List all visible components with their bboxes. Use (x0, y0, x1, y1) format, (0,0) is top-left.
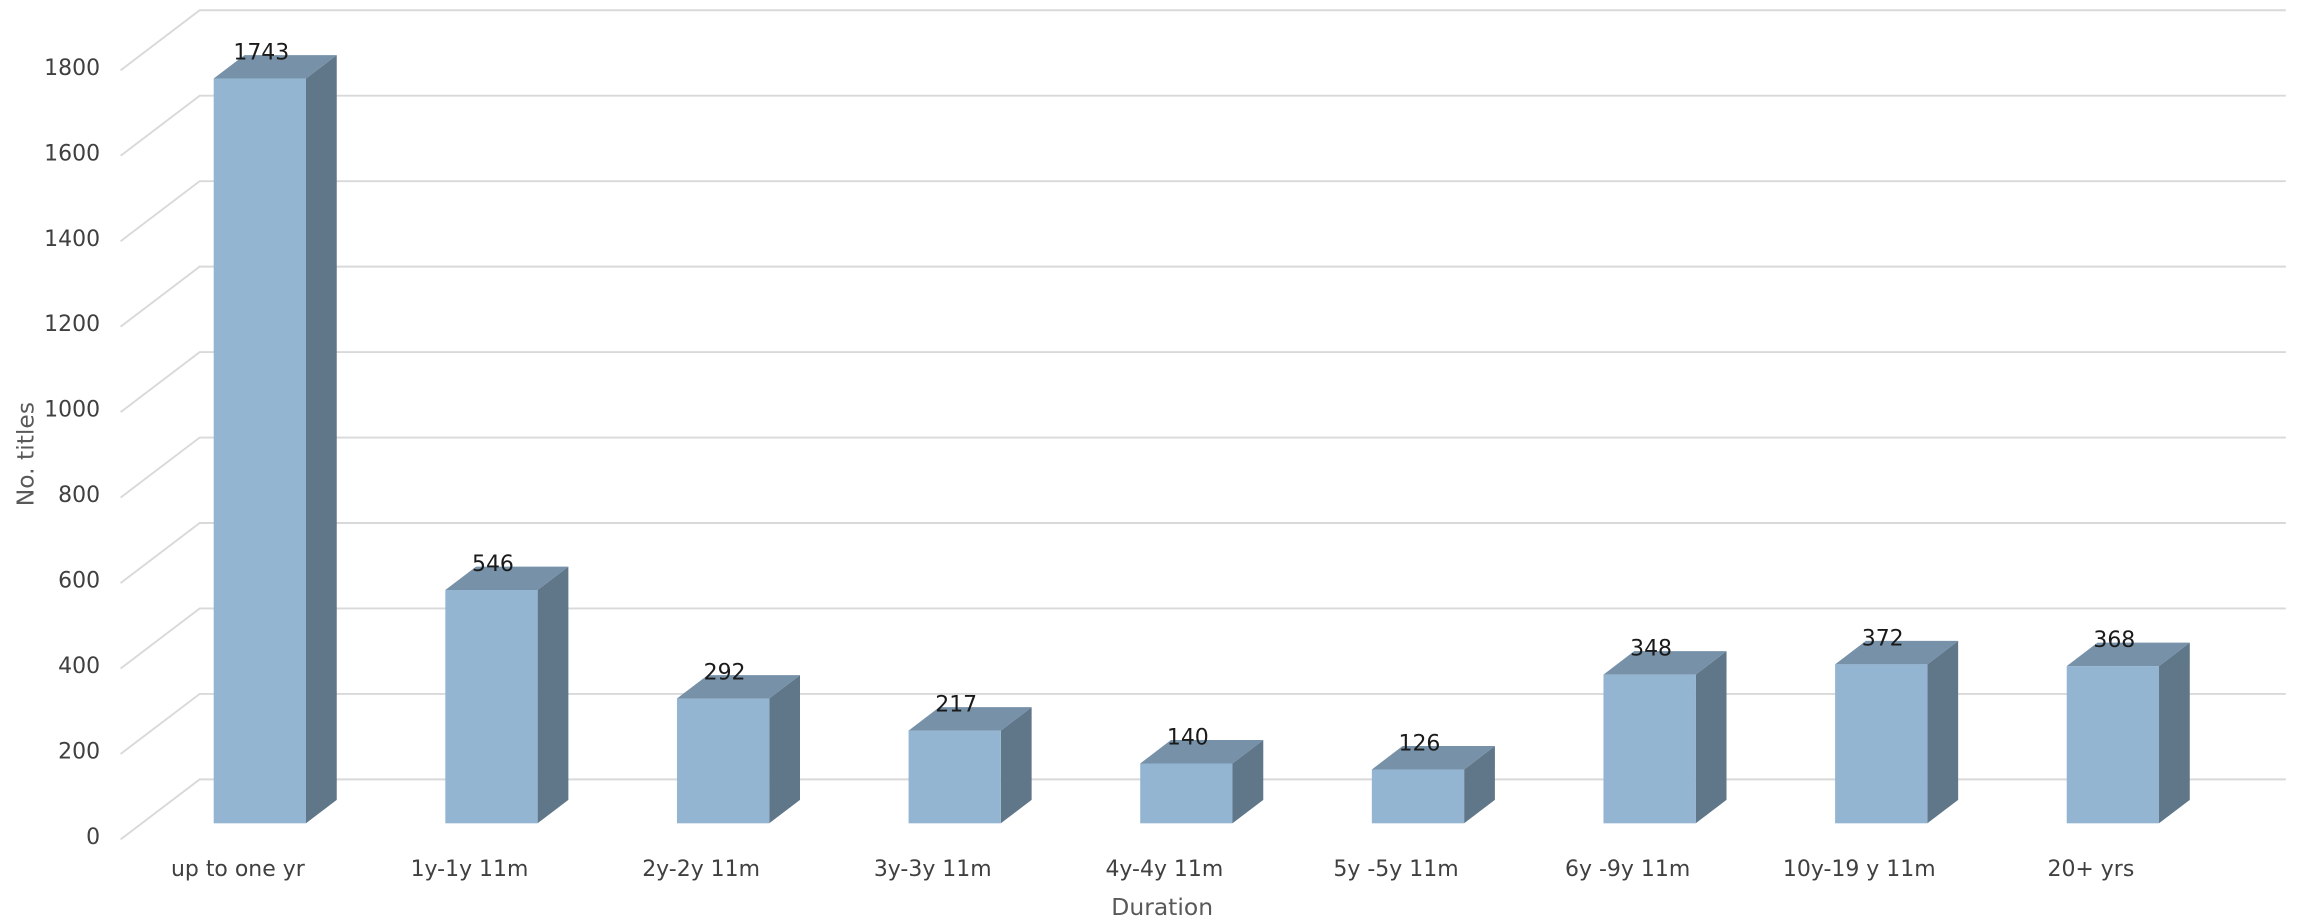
bar (1140, 763, 1233, 824)
data-label: 126 (1398, 732, 1440, 757)
grid-line (120, 778, 2286, 841)
grid-line (120, 607, 2286, 670)
data-label: 217 (935, 693, 977, 718)
data-label: 1743 (233, 41, 289, 66)
x-tick-label: 20+ yrs (2047, 857, 2134, 882)
x-tick-label: 4y-4y 11m (1105, 857, 1223, 882)
bar (1603, 674, 1696, 824)
grid-line (120, 351, 2286, 413)
grid-line (120, 9, 2286, 72)
y-tick-label: 0 (86, 825, 100, 850)
bar (676, 698, 770, 824)
y-tick-label: 600 (58, 569, 100, 594)
grid-line (120, 94, 2286, 157)
x-axis-title: Duration (1111, 893, 1213, 920)
y-tick-label: 200 (58, 740, 100, 765)
data-label: 368 (2093, 628, 2135, 653)
y-tick-label: 1800 (44, 56, 100, 81)
grid-line (120, 180, 2286, 242)
x-tick-label: 2y-2y 11m (642, 857, 760, 882)
x-tick-label: 5y -5y 11m (1333, 857, 1458, 882)
y-tick-label: 1400 (44, 227, 100, 252)
x-tick-label: 3y-3y 11m (874, 857, 992, 882)
bar-side (1232, 740, 1264, 824)
bar-side (1695, 651, 1727, 824)
bar-top (445, 566, 569, 591)
y-tick-label: 1600 (44, 141, 100, 166)
bar (445, 590, 538, 824)
bar-side (1464, 746, 1495, 824)
grid-line (120, 522, 2286, 584)
bar (213, 78, 306, 824)
bar-side (1927, 640, 1959, 824)
bar-top (1835, 640, 1959, 665)
y-axis-title: No. titles (11, 402, 39, 506)
bar-side (1000, 707, 1032, 824)
bar (1371, 769, 1465, 824)
data-label: 140 (1167, 726, 1209, 751)
bar (908, 730, 1001, 824)
bar-top (676, 675, 801, 699)
y-tick-label: 800 (58, 483, 100, 508)
data-label: 292 (704, 661, 746, 686)
bar-side (305, 55, 337, 824)
x-tick-label: 6y -9y 11m (1565, 857, 1690, 882)
bar-top (2066, 642, 2190, 667)
y-tick-label: 1000 (44, 398, 100, 423)
data-label: 372 (1862, 626, 1904, 651)
x-tick-label: 10y-19 y 11m (1783, 857, 1936, 882)
y-tick-label: 400 (58, 654, 100, 679)
bar-top (1371, 746, 1495, 770)
x-tick-label: 1y-1y 11m (411, 857, 529, 882)
bar-side (769, 675, 801, 824)
bar-side (2159, 642, 2190, 824)
grid-line (120, 436, 2286, 499)
data-label: 348 (1630, 637, 1672, 662)
y-tick-label: 1200 (44, 312, 100, 337)
bar-top (908, 707, 1032, 731)
grid-line (120, 692, 2286, 755)
bar-top (213, 55, 337, 79)
x-tick-label: up to one yr (171, 857, 306, 882)
bar-top (1603, 651, 1727, 675)
data-label: 546 (472, 552, 514, 577)
bar (1835, 664, 1928, 824)
bar (2066, 666, 2160, 824)
grid-line (120, 265, 2286, 328)
bar-top (1140, 740, 1264, 764)
bar-side (537, 566, 569, 824)
